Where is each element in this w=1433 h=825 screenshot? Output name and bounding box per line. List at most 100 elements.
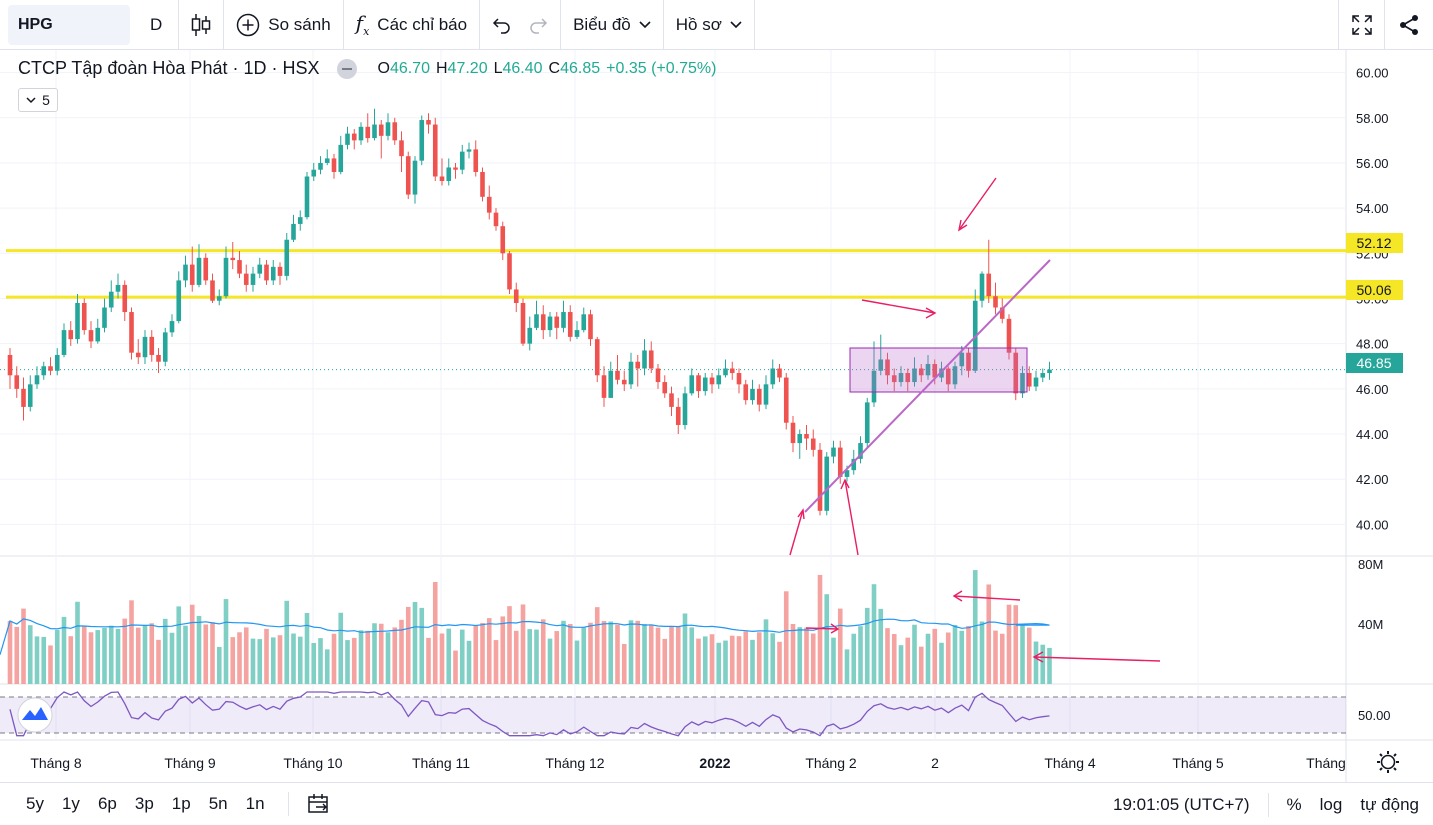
arrow-drawing[interactable] <box>861 299 936 314</box>
volume-bar <box>682 613 688 684</box>
range-6m[interactable]: 6p <box>97 794 117 813</box>
volume-bar <box>655 627 661 684</box>
arrow-drawing[interactable] <box>805 627 839 630</box>
arrow-drawing[interactable] <box>958 177 997 231</box>
hide-series-icon[interactable] <box>337 58 358 79</box>
price-tick: 54.00 <box>1356 201 1389 216</box>
volume-bar <box>405 606 411 684</box>
volume-bar <box>480 623 485 684</box>
volume-bar <box>628 620 634 684</box>
plus-circle-icon <box>237 13 260 36</box>
bottom-bar: 5y 1y 6p 3p 1p 5n 1n 19:01:05 (UTC+7) % … <box>0 782 1433 825</box>
symbol-search-button[interactable]: HPG <box>8 4 130 45</box>
volume-bar <box>648 624 654 684</box>
chart-menu-button[interactable]: Biểu đồ <box>561 0 664 50</box>
change-value: +0.35 (+0.75%) <box>606 59 717 77</box>
last-price-text: 46.85 <box>1356 355 1391 371</box>
arrow-drawing[interactable] <box>844 479 859 556</box>
volume-bar <box>736 636 742 684</box>
arrow-drawing[interactable] <box>789 509 804 556</box>
share-button[interactable] <box>1384 0 1433 50</box>
series-title[interactable]: CTCP Tập đoàn Hòa Phát · 1D · HSX <box>18 58 320 78</box>
volume-bar <box>993 630 998 684</box>
candle-body <box>34 375 40 385</box>
undo-icon[interactable] <box>492 15 512 35</box>
candle-body <box>952 366 958 385</box>
volume-bar <box>68 636 74 684</box>
volume-bar <box>527 629 533 684</box>
range-box-drawing[interactable] <box>849 347 1028 393</box>
volume-bar <box>878 608 884 684</box>
indicators-button[interactable]: fx Các chỉ báo <box>344 0 481 50</box>
volume-bar <box>972 570 978 684</box>
logo-circle <box>17 697 53 733</box>
arrow-drawing[interactable] <box>953 595 1021 601</box>
volume-bar <box>851 633 857 684</box>
trend-line-drawing[interactable] <box>804 259 1051 513</box>
range-5y[interactable]: 5y <box>26 794 44 813</box>
volume-bar <box>669 625 674 684</box>
volume-bar <box>419 607 425 684</box>
compare-button[interactable]: So sánh <box>224 0 344 50</box>
volume-bar <box>264 628 269 684</box>
price-tick: 58.00 <box>1356 111 1389 126</box>
candle-body <box>102 307 107 328</box>
level-label-text: 52.12 <box>1356 235 1391 251</box>
interval-button[interactable]: D <box>134 0 180 50</box>
calendar-goto-icon[interactable] <box>307 793 331 815</box>
candle-body <box>1006 318 1012 353</box>
candle-body <box>1013 352 1019 394</box>
candle-body <box>675 406 681 425</box>
range-1y[interactable]: 1y <box>61 794 80 813</box>
redo-icon[interactable] <box>528 15 548 35</box>
candle-body <box>615 370 620 380</box>
horizontal-levels[interactable] <box>0 249 1346 371</box>
volume-bar <box>783 591 789 684</box>
volume-bar <box>135 627 141 684</box>
candle-body <box>216 296 222 301</box>
indicator-logo[interactable] <box>17 697 53 733</box>
ohlc-values: O46.70 H47.20 L46.40 C46.85 +0.35 (+0.75… <box>377 60 716 78</box>
arrow-drawing[interactable] <box>1033 656 1161 662</box>
candle-body <box>925 363 931 376</box>
price-chart[interactable]: 60.0058.0056.0054.0052.0050.0048.0046.00… <box>0 50 1433 782</box>
volume-bar <box>756 632 762 684</box>
settings-button[interactable] <box>1377 751 1399 773</box>
volume-bar <box>149 623 155 684</box>
range-3m[interactable]: 3p <box>134 794 154 813</box>
auto-scale-toggle[interactable]: tự động <box>1360 794 1419 814</box>
candle-body <box>419 120 425 161</box>
volume-bar <box>426 637 431 684</box>
candle-body <box>237 260 242 274</box>
volume-bar <box>999 633 1005 684</box>
candle-body <box>14 375 20 389</box>
arrow-drawings[interactable] <box>789 177 1161 663</box>
volume-bar <box>716 642 722 684</box>
volume-bar <box>331 633 337 684</box>
candle-body <box>426 120 431 125</box>
log-toggle[interactable]: log <box>1319 794 1343 814</box>
candle-body <box>115 284 121 292</box>
candle-body <box>392 122 398 141</box>
candle-body <box>129 312 134 353</box>
range-5d[interactable]: 5n <box>208 794 228 813</box>
candle-body <box>878 359 884 371</box>
volume-bar <box>257 639 263 684</box>
price-tick: 44.00 <box>1356 427 1389 442</box>
fullscreen-button[interactable] <box>1338 0 1384 50</box>
candle-body <box>810 438 816 450</box>
range-1m[interactable]: 1p <box>171 794 191 813</box>
profile-menu-button[interactable]: Hồ sơ <box>664 0 755 50</box>
candle-body <box>230 257 236 261</box>
indicators-collapse-button[interactable]: 5 <box>18 88 58 112</box>
time-axis[interactable]: Tháng 8 Tháng 9 Tháng 10 Tháng 11 Tháng … <box>30 755 1346 771</box>
range-1d[interactable]: 1n <box>245 794 265 813</box>
percent-toggle[interactable]: % <box>1286 794 1302 814</box>
chart-style-button[interactable] <box>179 0 225 50</box>
clock-timezone[interactable]: 19:01:05 (UTC+7) <box>1112 794 1250 814</box>
candle-body <box>966 352 971 371</box>
volume-bar <box>338 612 344 684</box>
candle-body <box>743 384 749 401</box>
chart-legend: CTCP Tập đoàn Hòa Phát · 1D · HSX O46.70… <box>18 58 716 79</box>
candle-body <box>486 196 492 213</box>
